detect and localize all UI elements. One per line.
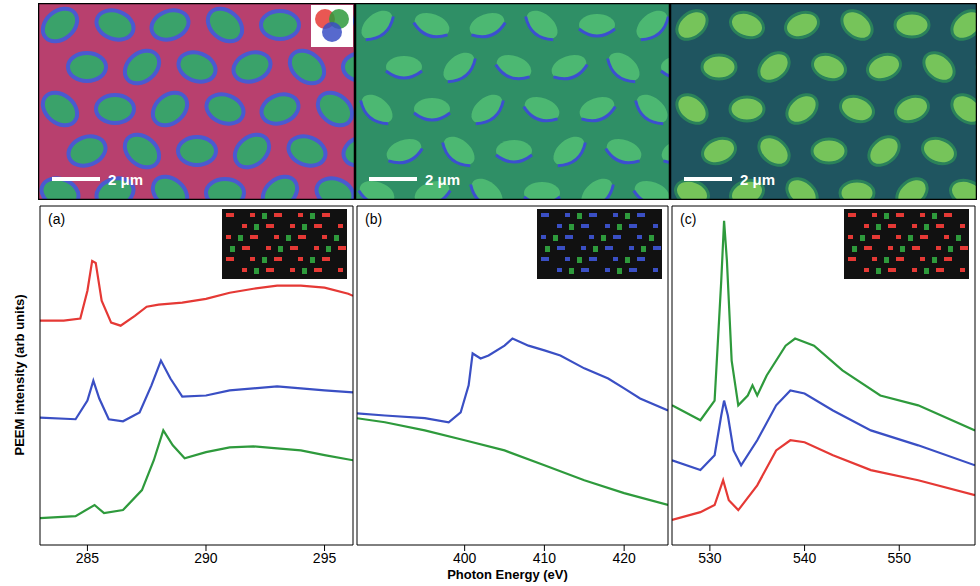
svg-text:2 μm: 2 μm (740, 171, 775, 188)
html-text:PEEM intensity (arb units): PEEM intensity (arb units) (11, 294, 27, 456)
svg-text:400: 400 (453, 550, 477, 566)
svg-text:2 μm: 2 μm (425, 171, 460, 188)
html-text:(b): (b) (365, 211, 383, 227)
html-text:(a): (a) (48, 211, 66, 227)
svg-text:285: 285 (76, 550, 100, 566)
svg-text:2 μm: 2 μm (108, 171, 143, 188)
svg-text:550: 550 (888, 550, 912, 566)
svg-text:410: 410 (533, 550, 557, 566)
html-text:Photon Energy (eV): Photon Energy (eV) (447, 567, 568, 582)
svg-text:290: 290 (194, 550, 218, 566)
html-text:(c): (c) (680, 211, 697, 227)
svg-text:295: 295 (313, 550, 337, 566)
svg-text:540: 540 (793, 550, 817, 566)
svg-text:420: 420 (612, 550, 636, 566)
svg-text:530: 530 (698, 550, 722, 566)
